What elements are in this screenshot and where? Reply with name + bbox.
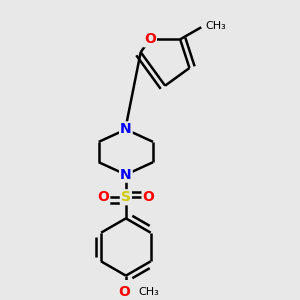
Text: S: S bbox=[121, 190, 131, 204]
Text: CH₃: CH₃ bbox=[206, 21, 226, 31]
Text: O: O bbox=[118, 285, 130, 299]
Text: O: O bbox=[97, 190, 109, 204]
Text: N: N bbox=[120, 122, 132, 136]
Text: O: O bbox=[142, 190, 154, 204]
Text: O: O bbox=[144, 32, 156, 46]
Text: CH₃: CH₃ bbox=[138, 287, 159, 297]
Text: N: N bbox=[120, 168, 132, 182]
